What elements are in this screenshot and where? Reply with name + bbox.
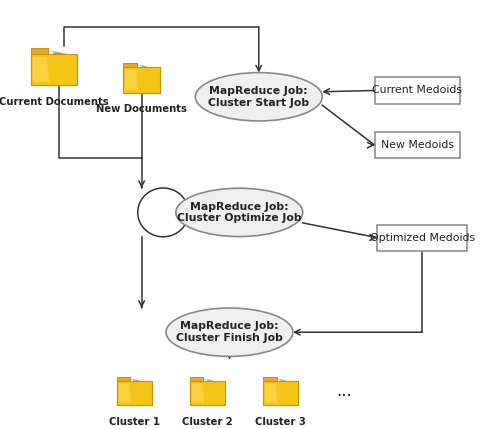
Polygon shape [124,381,130,404]
Polygon shape [283,381,288,404]
Polygon shape [198,381,203,404]
Text: MapReduce Job:
Cluster Start Job: MapReduce Job: Cluster Start Job [208,86,309,108]
Polygon shape [30,54,77,85]
Polygon shape [119,384,131,403]
Text: New Medoids: New Medoids [381,140,454,150]
Polygon shape [207,380,212,404]
Polygon shape [47,51,56,84]
Polygon shape [117,381,152,405]
Text: Cluster 2: Cluster 2 [182,417,233,427]
Polygon shape [263,381,298,405]
Polygon shape [190,377,203,381]
Text: MapReduce Job:
Cluster Finish Job: MapReduce Job: Cluster Finish Job [176,321,283,343]
Polygon shape [271,381,276,404]
Polygon shape [144,66,150,91]
Polygon shape [30,48,48,54]
Text: ...: ... [336,382,352,400]
Polygon shape [137,381,142,404]
Polygon shape [141,66,146,91]
Polygon shape [203,379,209,404]
Text: Current Medoids: Current Medoids [373,85,462,96]
Polygon shape [190,381,225,405]
Polygon shape [123,67,160,93]
Text: Cluster 1: Cluster 1 [109,417,160,427]
Polygon shape [263,377,276,381]
Polygon shape [41,54,48,84]
Polygon shape [117,377,130,381]
Polygon shape [190,377,203,381]
Bar [374,132,460,158]
Polygon shape [190,381,225,405]
Polygon shape [125,70,138,90]
Polygon shape [276,379,282,404]
Polygon shape [133,380,138,404]
Polygon shape [30,54,77,85]
Bar [377,225,468,251]
Polygon shape [192,384,204,403]
Polygon shape [123,63,137,67]
Polygon shape [57,53,64,84]
Polygon shape [129,379,135,404]
Ellipse shape [195,73,322,121]
Polygon shape [117,381,152,405]
Polygon shape [123,67,160,93]
Polygon shape [136,65,143,91]
Polygon shape [210,381,215,404]
Text: Cluster 3: Cluster 3 [255,417,306,427]
Polygon shape [131,67,137,91]
Polygon shape [265,384,277,403]
Polygon shape [280,380,285,404]
Ellipse shape [166,308,293,356]
Ellipse shape [176,188,303,236]
Text: Optimized Medoids: Optimized Medoids [370,233,475,243]
Polygon shape [123,63,137,67]
Polygon shape [33,57,49,82]
Polygon shape [263,377,276,381]
Polygon shape [263,381,298,405]
Text: New Documents: New Documents [96,104,187,115]
Polygon shape [53,52,60,84]
Text: Current Documents: Current Documents [0,97,109,107]
Polygon shape [117,377,130,381]
Polygon shape [30,48,48,54]
Text: MapReduce Job:
Cluster Optimize Job: MapReduce Job: Cluster Optimize Job [177,202,302,223]
Bar [374,78,460,103]
